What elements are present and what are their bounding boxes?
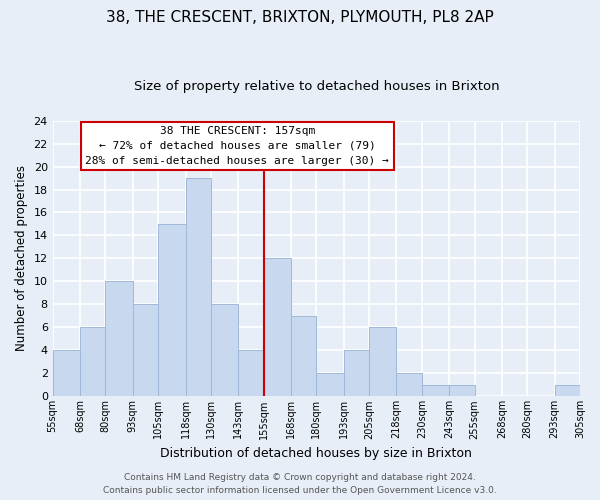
Bar (422, 385, 449, 396)
X-axis label: Distribution of detached houses by size in Brixton: Distribution of detached houses by size … (160, 447, 472, 460)
Text: 38, THE CRESCENT, BRIXTON, PLYMOUTH, PL8 2AP: 38, THE CRESCENT, BRIXTON, PLYMOUTH, PL8… (106, 10, 494, 25)
Bar (316, 374, 344, 396)
Bar (291, 316, 316, 396)
Bar (369, 328, 397, 396)
Bar (211, 304, 238, 396)
Text: 38 THE CRESCENT: 157sqm
← 72% of detached houses are smaller (79)
28% of semi-de: 38 THE CRESCENT: 157sqm ← 72% of detache… (85, 126, 389, 166)
Text: Contains HM Land Registry data © Crown copyright and database right 2024.
Contai: Contains HM Land Registry data © Crown c… (103, 474, 497, 495)
Bar (80, 328, 106, 396)
Bar (263, 258, 291, 396)
Bar (554, 385, 580, 396)
Bar (53, 350, 80, 397)
Bar (449, 385, 475, 396)
Bar (106, 282, 133, 397)
Bar (185, 178, 211, 396)
Y-axis label: Number of detached properties: Number of detached properties (15, 166, 28, 352)
Bar (397, 374, 422, 396)
Bar (344, 350, 369, 397)
Bar (158, 224, 185, 396)
Title: Size of property relative to detached houses in Brixton: Size of property relative to detached ho… (134, 80, 499, 93)
Bar (238, 350, 263, 397)
Bar (133, 304, 158, 396)
